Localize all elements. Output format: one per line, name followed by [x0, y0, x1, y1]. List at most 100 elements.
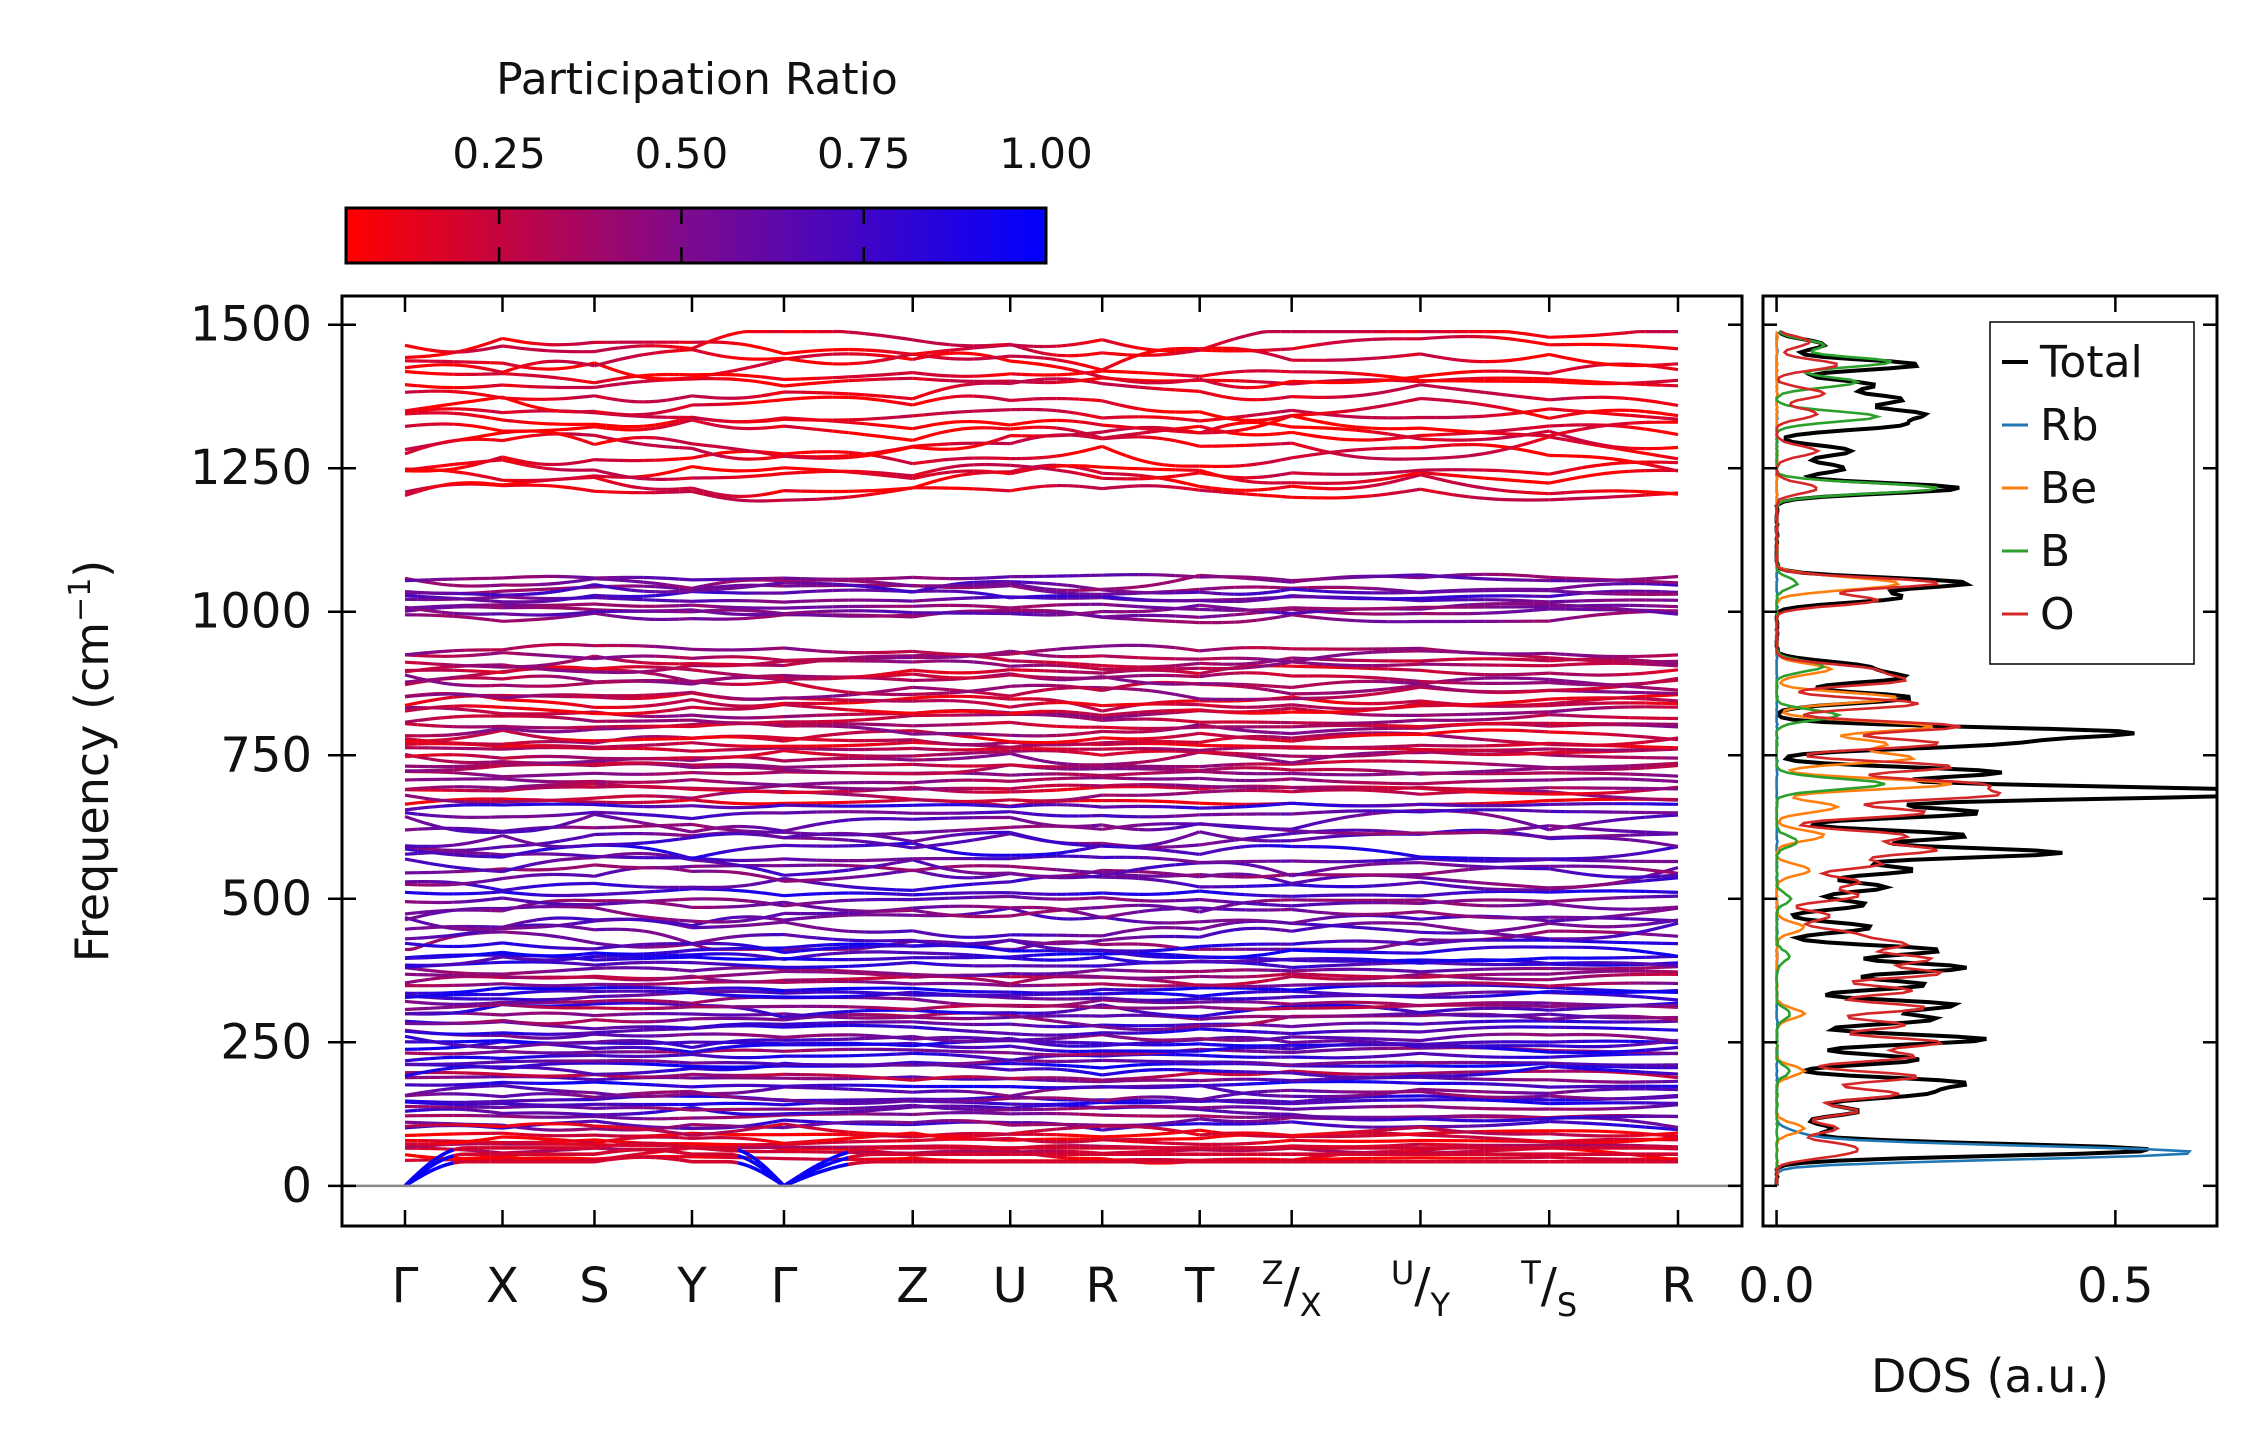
band-line — [513, 588, 526, 593]
band-line — [490, 726, 503, 732]
band-line — [1533, 599, 1550, 604]
band-line — [1613, 715, 1630, 720]
band-line — [536, 582, 549, 587]
band-line — [1629, 343, 1646, 348]
band-line — [1114, 433, 1127, 439]
band-line — [1033, 361, 1045, 367]
band-line — [1210, 392, 1224, 399]
band-line — [1339, 427, 1357, 432]
band-line — [1268, 396, 1281, 401]
band-line — [1339, 734, 1357, 739]
band-line — [1436, 733, 1453, 739]
band-line — [1388, 769, 1405, 775]
band-line — [772, 580, 785, 586]
band-line — [816, 713, 833, 717]
band-line — [1420, 785, 1437, 790]
band-line — [1404, 685, 1421, 692]
band-line — [864, 373, 881, 378]
band-line — [1388, 700, 1405, 705]
band-line — [1548, 352, 1566, 360]
band-line — [1291, 344, 1309, 351]
band-line — [1371, 389, 1389, 396]
band-line — [1533, 741, 1550, 746]
band-line — [606, 377, 620, 383]
band-line — [536, 785, 549, 790]
band-line — [703, 692, 716, 698]
band-line — [1150, 461, 1164, 467]
band-line — [1516, 689, 1534, 694]
band-line — [1565, 334, 1582, 339]
band-line — [1388, 680, 1405, 685]
band-line — [1661, 445, 1679, 450]
band-line — [1010, 744, 1022, 749]
band-line — [985, 575, 999, 580]
band-line — [630, 484, 644, 490]
band-line — [1150, 771, 1164, 775]
band-line — [1279, 471, 1292, 477]
band-line — [1150, 792, 1164, 797]
band-line — [912, 400, 926, 407]
band-line — [949, 464, 962, 469]
band-line — [1323, 695, 1341, 700]
band-line — [1138, 458, 1152, 465]
band-line — [1010, 605, 1022, 610]
band-line — [679, 778, 693, 783]
band-line — [502, 777, 515, 782]
band-line — [1056, 724, 1068, 729]
band-line — [896, 730, 913, 736]
band-line — [1114, 772, 1127, 777]
band-line — [502, 361, 515, 367]
band-line — [1067, 750, 1080, 755]
band-line — [1211, 614, 1223, 619]
band-line — [912, 460, 926, 466]
band-line — [848, 493, 865, 499]
band-line — [1010, 379, 1022, 384]
band-line — [655, 576, 668, 580]
band-line — [1067, 419, 1080, 424]
band-line — [559, 716, 572, 721]
band-line — [1257, 704, 1269, 709]
band-line — [1257, 442, 1269, 447]
band-line — [1175, 373, 1188, 378]
band-line — [1356, 356, 1373, 361]
band-line — [1307, 445, 1325, 453]
band-line — [1549, 742, 1566, 747]
band-line — [997, 798, 1011, 803]
colorbar-tick-label: 0.50 — [635, 129, 729, 178]
band-line — [749, 583, 762, 589]
band-line — [1187, 587, 1200, 592]
band-line — [1162, 484, 1176, 489]
band-line — [985, 701, 999, 707]
band-line — [477, 384, 491, 389]
band-line — [582, 474, 595, 479]
band-line — [772, 783, 785, 787]
band-line — [997, 470, 1011, 476]
band-line — [1629, 744, 1646, 749]
band-line — [1067, 732, 1080, 737]
band-line — [582, 438, 596, 447]
band-line — [1549, 747, 1566, 752]
band-line — [936, 442, 950, 447]
band-line — [465, 385, 479, 390]
band-line — [429, 363, 442, 367]
band-line — [703, 706, 716, 711]
band-line — [1404, 683, 1421, 689]
band-line — [1436, 786, 1453, 791]
band-line — [1500, 700, 1518, 705]
band-line — [1404, 704, 1421, 709]
band-line — [703, 585, 716, 590]
band-line — [1323, 760, 1341, 764]
band-line — [737, 786, 750, 791]
band-line — [513, 706, 526, 711]
band-line — [525, 617, 538, 622]
band-line — [1222, 746, 1235, 751]
band-line — [1597, 470, 1614, 476]
band-line — [832, 329, 849, 334]
band-line — [1101, 363, 1116, 372]
band-line — [1009, 581, 1023, 587]
band-line — [429, 697, 442, 703]
band-line — [1199, 424, 1212, 431]
band-line — [1500, 469, 1518, 474]
band-line — [618, 578, 632, 583]
band-line — [606, 696, 619, 700]
